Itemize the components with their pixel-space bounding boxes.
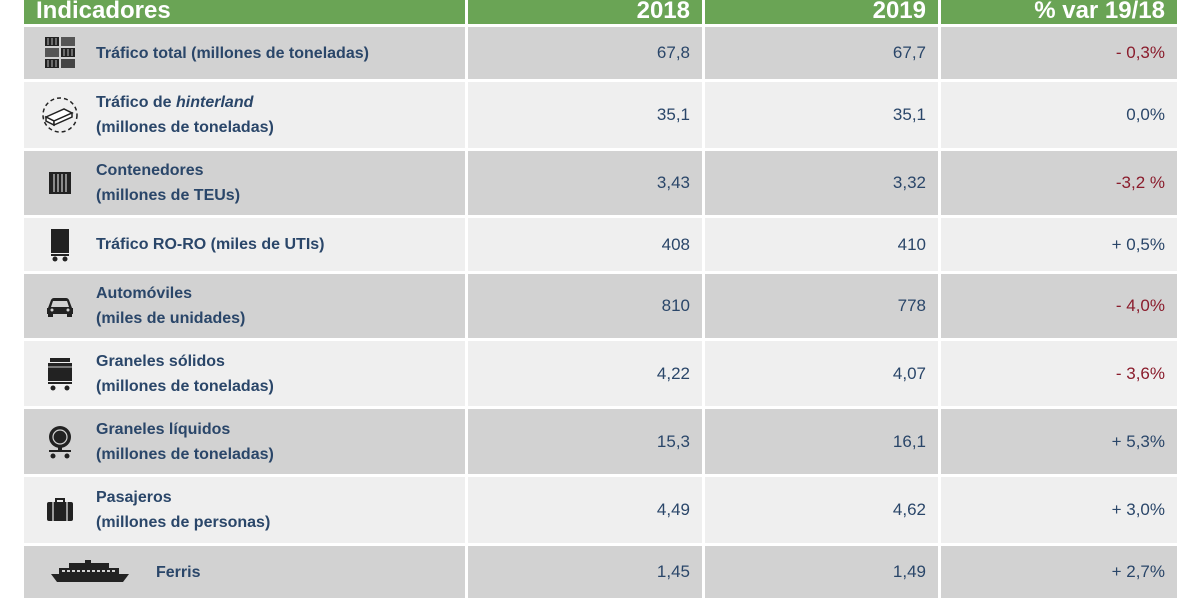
table-row: Tráfico de hinterland (millones de tonel… xyxy=(24,79,1177,148)
trailer-icon xyxy=(24,218,96,271)
indicators-table: Indicadores 2018 2019 % var 19/18 Tráfic… xyxy=(24,0,1177,598)
container-icon xyxy=(24,151,96,215)
table-row: Graneles sólidos (millones de toneladas)… xyxy=(24,338,1177,406)
header-var: % var 19/18 xyxy=(1034,0,1165,24)
table-row: Contenedores (millones de TEUs) 3,43 3,3… xyxy=(24,148,1177,215)
value-2018: 67,8 xyxy=(656,43,690,62)
indicator-label: Ferris xyxy=(156,563,201,581)
suitcase-icon xyxy=(24,477,96,543)
value-2019: 16,1 xyxy=(892,431,926,451)
value-2019: 1,49 xyxy=(892,562,926,581)
indicator-label: Automóviles (miles de unidades) xyxy=(96,285,246,327)
value-2019: 778 xyxy=(897,296,926,315)
value-2018: 35,1 xyxy=(656,105,690,124)
value-2019: 4,07 xyxy=(892,363,926,383)
table-row: Pasajeros (millones de personas) 4,49 4,… xyxy=(24,474,1177,543)
header-indicadores: Indicadores xyxy=(24,0,468,24)
table-row: Automóviles (miles de unidades) 810 778 … xyxy=(24,271,1177,338)
value-2018: 3,43 xyxy=(656,173,690,192)
table-row: Tráfico RO-RO (miles de UTIs) 408 410 + … xyxy=(24,215,1177,271)
table-row: Graneles líquidos (millones de toneladas… xyxy=(24,406,1177,474)
value-2019: 67,7 xyxy=(892,43,926,62)
indicator-label: Pasajeros (millones de personas) xyxy=(96,489,271,531)
indicator-label: Graneles sólidos (millones de toneladas) xyxy=(96,352,274,395)
value-var: 0,0% xyxy=(1126,105,1165,124)
value-2018: 4,22 xyxy=(656,363,690,383)
indicator-label: Tráfico RO-RO (miles de UTIs) xyxy=(96,236,325,253)
value-var: - 3,6% xyxy=(1115,363,1165,383)
value-2019: 3,32 xyxy=(892,173,926,192)
value-2018: 810 xyxy=(661,296,690,315)
table-row: Ferris 1,45 1,49 + 2,7% xyxy=(24,543,1177,598)
value-var: + 2,7% xyxy=(1111,562,1165,581)
header-2019: 2019 xyxy=(705,0,941,24)
indicator-label: Tráfico de hinterland (millones de tonel… xyxy=(96,94,274,136)
hinterland-icon xyxy=(24,82,96,148)
indicator-label: Contenedores (millones de TEUs) xyxy=(96,162,241,204)
table-row: Tráfico total (millones de toneladas) 67… xyxy=(24,24,1177,79)
value-2018: 4,49 xyxy=(656,500,690,519)
value-2019: 35,1 xyxy=(892,105,926,124)
value-2019: 4,62 xyxy=(892,500,926,519)
tank-wagon-icon xyxy=(24,409,96,474)
value-var: + 5,3% xyxy=(1111,431,1165,451)
value-2018: 408 xyxy=(661,234,690,254)
value-var: + 3,0% xyxy=(1111,500,1165,519)
containers-stack-icon xyxy=(24,27,96,79)
value-var: - 0,3% xyxy=(1115,43,1165,62)
value-2019: 410 xyxy=(897,234,926,254)
indicator-label: Tráfico total (millones de toneladas) xyxy=(96,44,369,62)
hopper-wagon-icon xyxy=(24,341,96,406)
value-2018: 15,3 xyxy=(656,431,690,451)
value-var: -3,2 % xyxy=(1115,173,1165,192)
ferry-icon xyxy=(24,546,156,598)
car-icon xyxy=(24,274,96,338)
value-var: + 0,5% xyxy=(1111,234,1165,254)
value-var: - 4,0% xyxy=(1115,296,1165,315)
header-2018: 2018 xyxy=(468,0,705,24)
table-header: Indicadores 2018 2019 % var 19/18 xyxy=(24,0,1177,24)
value-2018: 1,45 xyxy=(656,562,690,581)
indicator-label: Graneles líquidos (millones de toneladas… xyxy=(96,420,274,463)
